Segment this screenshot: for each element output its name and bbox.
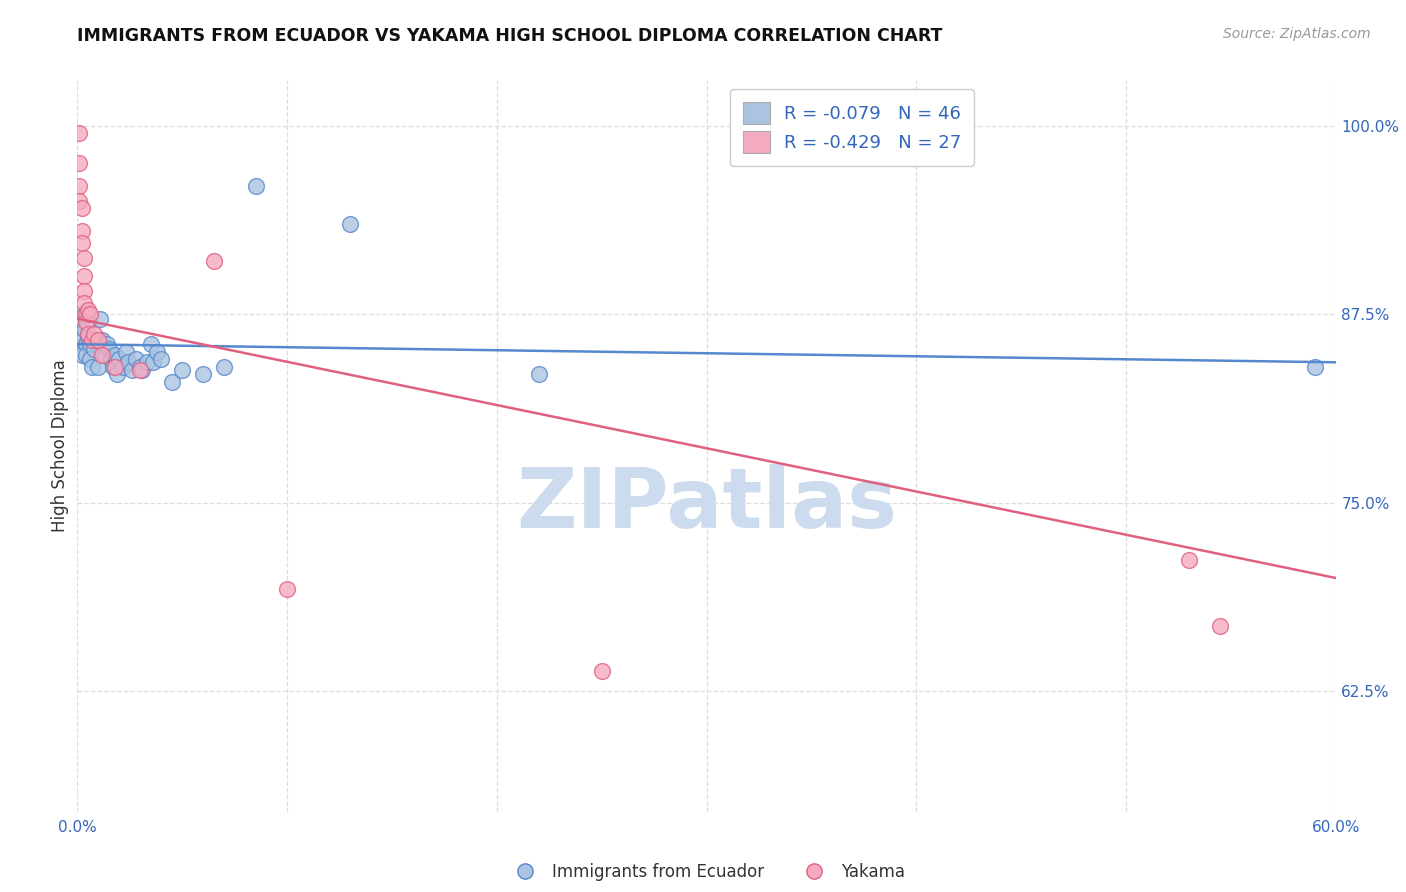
Point [104,359,127,374]
Point [245,178,267,193]
Point [160,375,183,389]
Point [142,355,165,369]
Point [131,363,153,377]
Point [121,363,143,377]
Point [172,363,194,377]
Point [72,307,94,321]
Point [83,342,105,356]
Point [150,352,173,367]
Point [125,352,148,367]
Point [75,315,97,329]
Point [70,224,93,238]
Text: IMMIGRANTS FROM ECUADOR VS YAKAMA HIGH SCHOOL DIPLOMA CORRELATION CHART: IMMIGRANTS FROM ECUADOR VS YAKAMA HIGH S… [77,27,943,45]
Point [93,348,115,362]
Point [76,302,98,317]
Point [70,348,93,362]
Point [91,333,114,347]
Point [70,236,93,251]
Legend: Immigrants from Ecuador, Yakama: Immigrants from Ecuador, Yakama [502,856,911,888]
Point [80,359,103,374]
Point [527,368,550,382]
Point [191,368,215,382]
Point [76,329,98,343]
Point [70,333,93,347]
Point [76,315,98,329]
Point [104,348,127,362]
Point [67,315,90,329]
Point [79,307,101,321]
Point [112,359,135,374]
Point [108,352,131,367]
Point [67,156,90,170]
Point [79,352,101,367]
Text: Source: ZipAtlas.com: Source: ZipAtlas.com [1223,27,1371,41]
Point [114,344,136,359]
Point [72,296,94,310]
Point [339,217,361,231]
Point [139,337,162,351]
Point [84,333,107,347]
Text: ZIPatlas: ZIPatlas [516,464,897,545]
Point [117,355,139,369]
Point [75,348,97,362]
Point [97,342,120,356]
Point [67,326,90,341]
Point [591,665,613,679]
Point [87,359,110,374]
Point [276,582,298,596]
Point [135,355,157,369]
Point [67,194,90,208]
Point [75,337,97,351]
Point [129,363,152,377]
Y-axis label: High School Diploma: High School Diploma [51,359,69,533]
Point [91,348,114,362]
Point [72,285,94,299]
Point [1209,619,1232,633]
Point [67,126,90,140]
Point [67,178,90,193]
Point [70,202,93,216]
Point [146,344,169,359]
Point [72,269,94,284]
Point [101,359,124,374]
Point [105,368,128,382]
Point [83,326,105,341]
Point [76,326,98,341]
Point [1303,359,1326,374]
Point [1178,553,1201,567]
Point [96,337,118,351]
Point [75,307,97,321]
Point [100,352,122,367]
Point [72,322,94,336]
Point [87,333,110,347]
Point [129,359,152,374]
Point [72,252,94,266]
Point [80,333,103,347]
Point [212,359,235,374]
Point [202,254,225,268]
Point [79,337,101,351]
Point [89,311,111,326]
